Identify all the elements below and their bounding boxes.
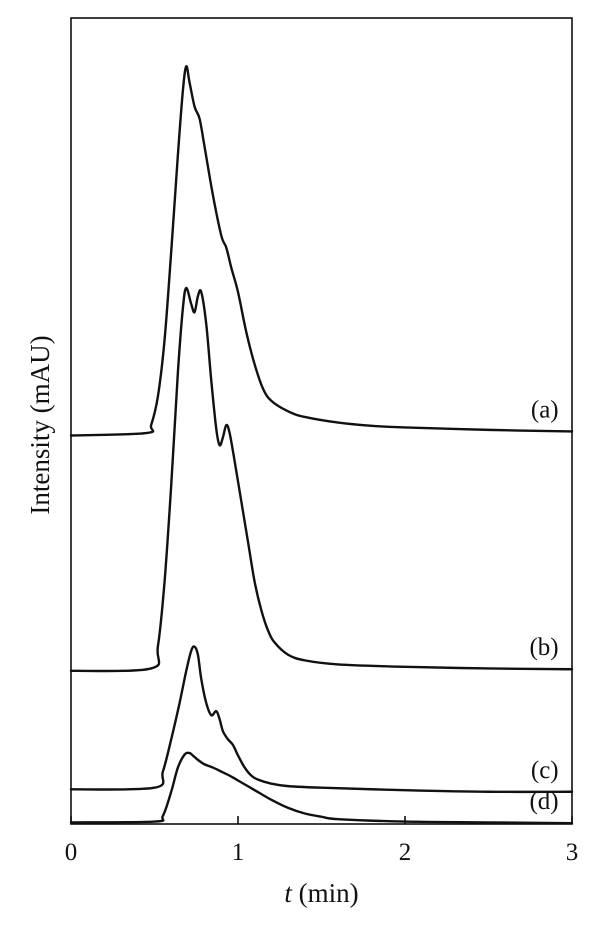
x-tick-label-0: 0 — [65, 839, 78, 866]
x-axis-title-variable: t — [284, 878, 293, 908]
series-label-b: (b) — [529, 634, 558, 661]
x-tick-label-2: 2 — [399, 839, 412, 866]
series-line-b — [69, 286, 574, 673]
series-label-a: (a) — [531, 396, 559, 423]
x-axis-ticks — [70, 816, 573, 824]
x-axis-title: t (min) — [284, 878, 358, 908]
x-axis-title-unit: (min) — [292, 878, 359, 908]
x-tick-label-1: 1 — [232, 839, 245, 866]
plot-frame — [70, 17, 573, 825]
series-line-d — [69, 751, 574, 825]
series-labels: (a) (b) (c) (d) — [529, 396, 558, 815]
series-label-d: (d) — [529, 788, 558, 815]
x-tick-label-3: 3 — [566, 839, 579, 866]
series-line-a — [69, 65, 574, 437]
series-label-c: (c) — [531, 757, 559, 784]
y-axis-title: Intensity (mAU) — [25, 335, 55, 514]
x-axis-tick-labels: 0 1 2 3 — [65, 839, 579, 866]
series-traces — [69, 65, 574, 825]
series-line-c — [69, 645, 574, 794]
